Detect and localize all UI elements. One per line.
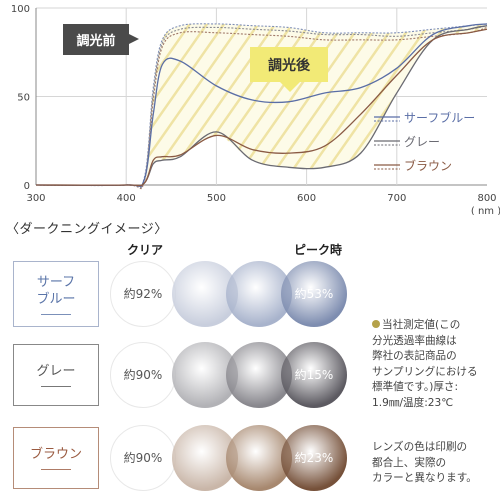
- note1-line: 標準値です。)厚さ:: [372, 381, 459, 393]
- lens-label-1: グレー: [13, 344, 99, 406]
- x-tick-label: 600: [297, 193, 316, 204]
- legend-label: グレー: [404, 135, 440, 149]
- note1-line: サンプリングにおける: [372, 365, 478, 378]
- lens-label-underline: [41, 386, 71, 387]
- x-tick-label: 400: [117, 193, 136, 204]
- note2-line: 都合上、実際の: [372, 456, 447, 469]
- clear-percentage: 約92%: [123, 287, 163, 301]
- y-tick-label: 50: [17, 93, 30, 104]
- x-tick-label: 300: [26, 193, 45, 204]
- y-tick-label: 100: [11, 4, 30, 15]
- annotation-before-text: 調光前: [76, 33, 115, 49]
- lens-label-underline: [41, 469, 71, 470]
- note2-line: カラーと異なります。: [372, 472, 477, 484]
- lens-circle-peak: [281, 261, 347, 327]
- note1-line: 弊社の表記商品の: [372, 350, 457, 362]
- annotation-after-text: 調光後: [268, 57, 311, 74]
- y-tick-label: 0: [24, 181, 30, 192]
- clear-percentage: 約90%: [123, 368, 163, 382]
- note1-line: 分光透過率曲線は: [372, 334, 457, 347]
- section-title: 〈ダークニングイメージ〉: [6, 222, 168, 237]
- note-bullet-icon: [372, 320, 380, 328]
- x-tick-label: 800: [477, 193, 496, 204]
- note1-line: 1.9㎜/温度:23℃: [372, 396, 454, 409]
- series-line-before-0: [35, 23, 488, 188]
- column-clear: クリア: [127, 243, 164, 257]
- x-unit-label: ( nm ): [471, 206, 500, 215]
- series-line-after-5: [35, 28, 488, 187]
- x-tick-label: 700: [387, 193, 406, 204]
- annotation-after: 調光後: [250, 47, 328, 92]
- lens-label-underline: [41, 313, 71, 315]
- lens-circle-clear: [110, 261, 176, 327]
- peak-percentage: 約15%: [294, 368, 334, 382]
- measurement-note: 当社測定値(この 分光透過率曲線は 弊社の表記商品の サンプリングにおける 標準…: [372, 318, 494, 411]
- lens-label-2: ブラウン: [13, 427, 99, 489]
- series-line-after-3: [35, 23, 488, 188]
- clear-percentage: 約90%: [123, 451, 163, 465]
- peak-percentage: 約23%: [294, 451, 334, 465]
- lens-label-0: サーフ ブルー: [13, 261, 99, 327]
- column-peak: ピーク時: [294, 243, 343, 257]
- note1-line: 当社測定値(この: [382, 319, 461, 331]
- peak-percentage: 約53%: [294, 287, 334, 301]
- lens-name-line1: サーフ: [36, 274, 76, 290]
- lens-name-line1: ブラウン: [29, 447, 82, 462]
- lens-circle-clear: [110, 342, 176, 408]
- lens-name-line1: グレー: [36, 364, 76, 379]
- annotation-before: 調光前: [63, 24, 139, 55]
- lens-circle-peak: [281, 425, 347, 491]
- x-tick-label: 500: [207, 193, 226, 204]
- color-disclaimer: レンズの色は印刷の 都合上、実際の カラーと異なります。: [372, 440, 494, 487]
- legend-label: ブラウン: [404, 158, 452, 173]
- lens-name-line2: ブルー: [36, 291, 76, 307]
- legend-label: サーフブルー: [404, 110, 475, 125]
- lens-circle-peak: [281, 342, 347, 408]
- note2-line: レンズの色は印刷の: [372, 441, 468, 453]
